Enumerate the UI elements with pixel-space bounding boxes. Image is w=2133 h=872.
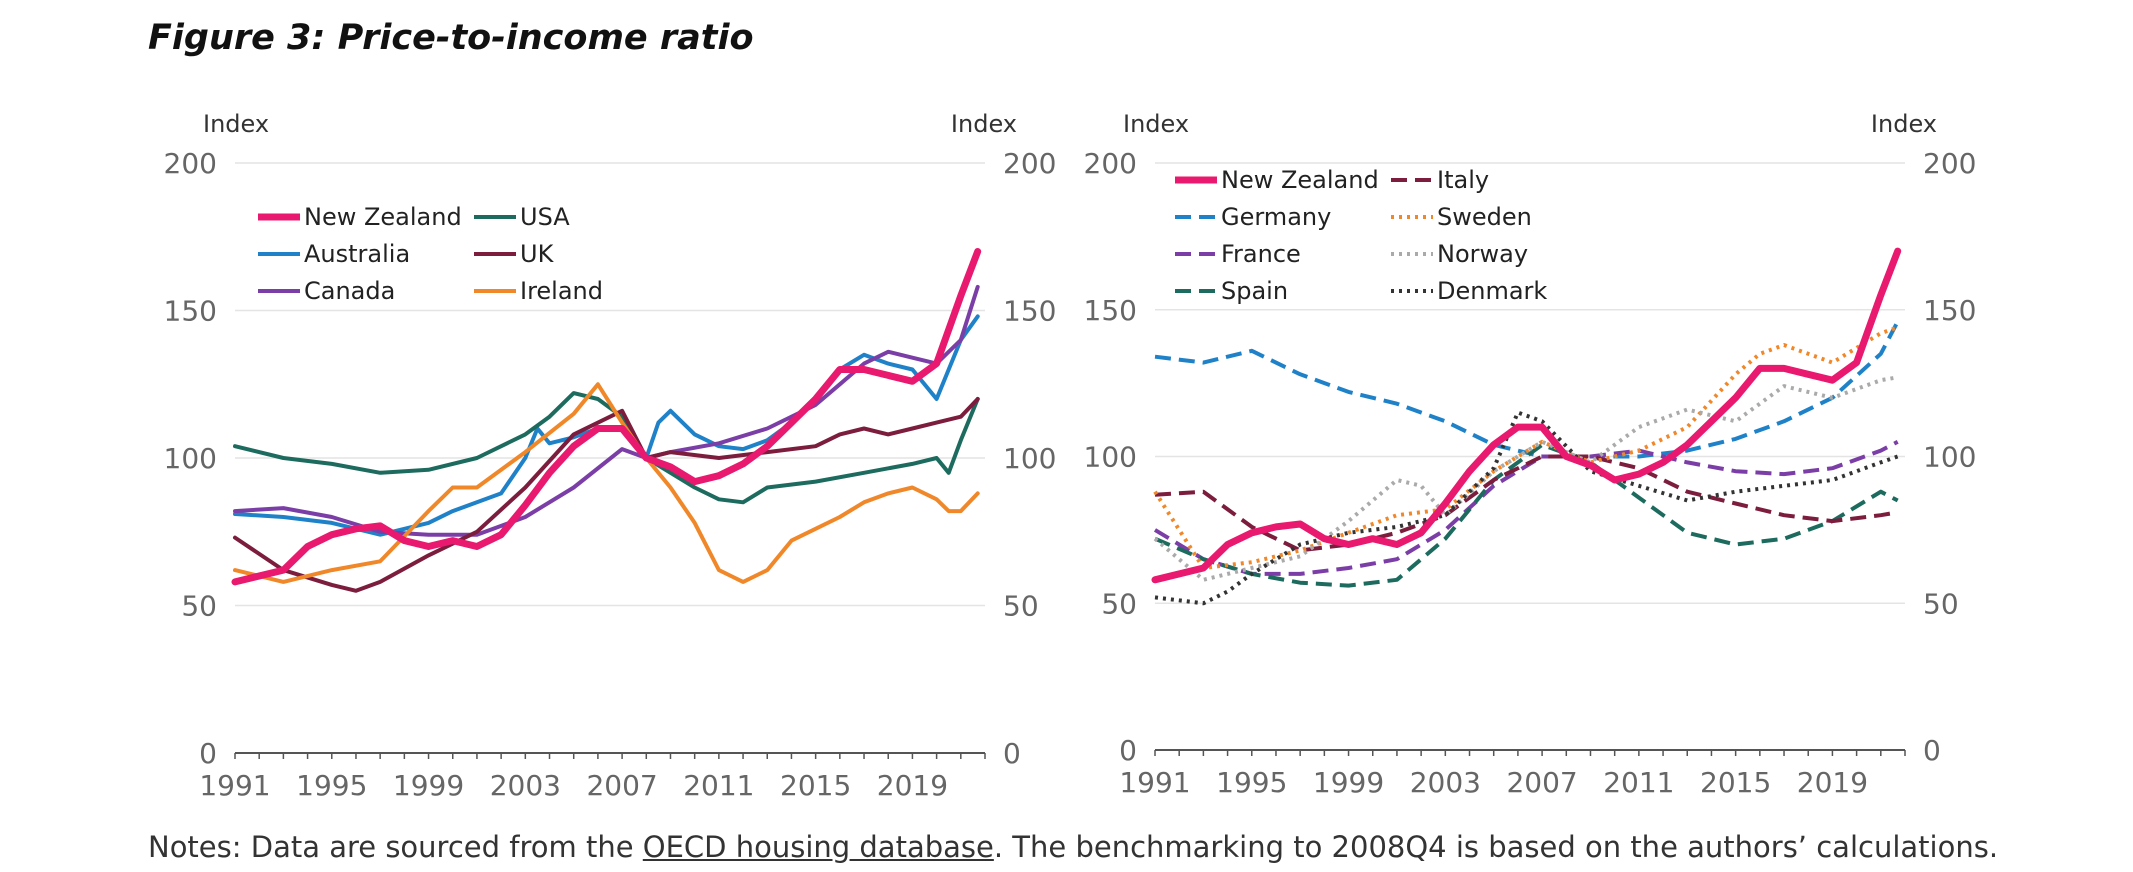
x-tick-label: 1991 [199,769,270,802]
legend-label: New Zealand [1221,166,1379,194]
y-tick-label-right: 200 [1003,147,1056,180]
y-tick-label-right: 200 [1923,147,1976,180]
y-tick-label-right: 100 [1923,441,1976,474]
series-line-usa [233,391,980,505]
x-tick-label: 1995 [296,769,367,802]
x-tick-label: 1991 [1119,766,1190,799]
series-line-spain [1154,442,1899,588]
figure-title: Figure 3: Price-to-income ratio [148,18,754,58]
y-tick-label-right: 100 [1003,442,1056,475]
series-line-ireland [233,382,980,584]
x-tick-label: 1999 [1313,766,1384,799]
x-tick-label: 2015 [1700,766,1771,799]
y-tick-label-left: 50 [181,590,217,623]
legend-label: Germany [1221,203,1331,231]
y-unit-left: Index [203,110,269,138]
notes-prefix: Notes: Data are sourced from the [148,830,643,864]
series-line-france [1153,440,1899,576]
legend-label: New Zealand [304,203,462,231]
y-tick-label-right: 50 [1003,590,1039,623]
series-line-australia [233,314,980,537]
y-tick-label-left: 150 [164,295,217,328]
series-line-germany [1154,320,1900,459]
series-line-uk [233,397,980,593]
x-tick-label: 2015 [780,769,851,802]
y-tick-label-left: 200 [1084,147,1137,180]
series-line-norway [1153,375,1899,582]
notes: Notes: Data are sourced from the OECD ho… [148,830,1998,864]
x-tick-label: 2011 [1603,766,1674,799]
y-tick-label-right: 150 [1923,294,1976,327]
y-tick-label-right: 0 [1923,734,1941,767]
y-tick-label-right: 50 [1923,587,1959,620]
legend-label: Denmark [1437,277,1547,305]
y-tick-label-left: 100 [1084,441,1137,474]
series-line-new-zealand [1151,247,1902,584]
series-line-sweden [1153,325,1899,570]
legend-label: USA [520,203,570,231]
y-tick-label-left: 200 [164,147,217,180]
x-tick-label: 2007 [1506,766,1577,799]
y-unit-right: Index [951,110,1017,138]
series-line-italy [1154,454,1899,553]
y-unit-right: Index [1871,110,1937,138]
series-line-denmark [1154,410,1899,606]
x-tick-label: 2019 [877,769,948,802]
y-tick-label-right: 150 [1003,295,1056,328]
y-tick-label-left: 150 [1084,294,1137,327]
x-tick-label: 2007 [586,769,657,802]
legend-label: Canada [304,277,395,305]
legend-label: Ireland [520,277,603,305]
legend-label: France [1221,240,1301,268]
legend-label: Australia [304,240,410,268]
series-line-new-zealand [231,248,982,586]
x-tick-label: 2019 [1797,766,1868,799]
legend-label: Spain [1221,277,1288,305]
y-tick-label-right: 0 [1003,737,1021,770]
legend-label: Italy [1437,166,1489,194]
series-line-canada [233,284,980,537]
y-tick-label-left: 0 [1119,734,1137,767]
y-tick-label-left: 100 [164,442,217,475]
x-tick-label: 2003 [1410,766,1481,799]
legend-label: Sweden [1437,203,1532,231]
legend-label: UK [520,240,555,268]
y-unit-left: Index [1123,110,1189,138]
x-tick-label: 1999 [393,769,464,802]
x-tick-label: 1995 [1216,766,1287,799]
chart-right: Index Index 0 0 50 50 100 100 150 150 200 200 1991 19… [1084,110,1977,799]
x-tick-label: 2011 [683,769,754,802]
y-tick-label-left: 0 [199,737,217,770]
legend-label: Norway [1437,240,1528,268]
chart-left: Index Index 0 0 50 50 100 100 150 150 200 200 1991 19… [164,110,1057,802]
oecd-database-link[interactable]: OECD housing database [642,830,994,864]
y-tick-label-left: 50 [1101,587,1137,620]
x-tick-label: 2003 [490,769,561,802]
notes-suffix: . The benchmarking to 2008Q4 is based on… [993,830,1999,864]
